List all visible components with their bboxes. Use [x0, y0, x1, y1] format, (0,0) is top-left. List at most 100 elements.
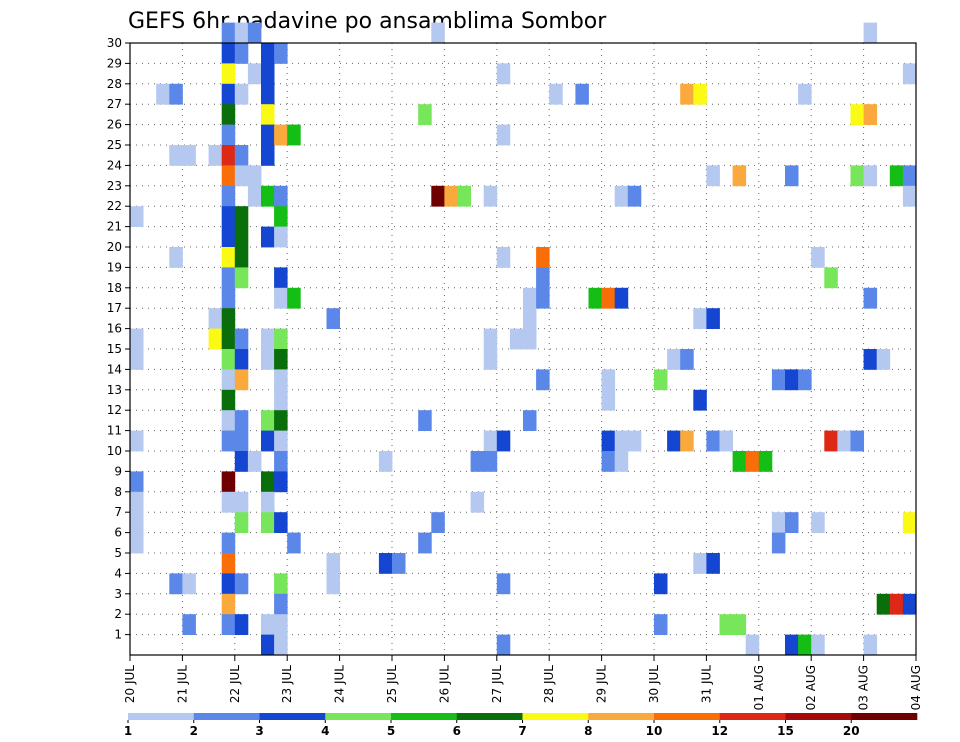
heatmap-cell: [234, 410, 249, 431]
heatmap-cell: [169, 247, 183, 268]
heatmap-cell: [208, 328, 223, 350]
heatmap-cell: [614, 185, 629, 207]
heatmap-cell: [536, 267, 550, 289]
colorbar-swatch: [522, 713, 589, 720]
heatmap-cell: [392, 553, 406, 574]
colorbar-swatch: [654, 713, 721, 720]
heatmap-cell: [745, 634, 760, 656]
colorbar-label: 10: [646, 724, 663, 738]
heatmap-cell: [274, 328, 288, 350]
heatmap-cell: [221, 83, 236, 105]
heatmap-cell: [261, 124, 275, 146]
heatmap-cell: [378, 451, 393, 472]
heatmap-cell: [680, 83, 694, 105]
heatmap-cell: [287, 532, 301, 554]
heatmap-cell: [234, 43, 249, 64]
x-tick-label: 21 JUL: [175, 665, 189, 703]
y-tick-label: 8: [114, 485, 122, 499]
heatmap-cell: [889, 593, 904, 615]
y-tick-label: 16: [107, 322, 122, 336]
heatmap-cell: [130, 491, 144, 513]
x-tick-label: 31 JUL: [699, 665, 713, 703]
y-tick-label: 20: [107, 240, 122, 254]
heatmap-cell: [523, 308, 537, 329]
heatmap-cell: [221, 145, 236, 166]
heatmap-cell: [902, 63, 917, 85]
heatmap-cell: [261, 83, 275, 105]
heatmap-cell: [274, 369, 288, 391]
heatmap-cell: [274, 614, 288, 635]
heatmap-cell: [221, 43, 236, 64]
heatmap-cell: [523, 410, 537, 431]
colorbar-label: 2: [190, 724, 198, 738]
colorbar-label: 20: [843, 724, 860, 738]
x-tick-label: 02 AUG: [804, 665, 818, 710]
heatmap-cell: [496, 430, 511, 452]
heatmap-cell: [902, 165, 917, 187]
heatmap-cell: [654, 573, 668, 595]
heatmap-cell: [221, 389, 236, 411]
heatmap-cell: [261, 471, 275, 493]
heatmap-cell: [523, 328, 537, 350]
heatmap-cell: [863, 165, 878, 187]
heatmap-cell: [863, 634, 878, 656]
heatmap-cell: [798, 83, 812, 105]
heatmap-cell: [130, 349, 144, 370]
heatmap-cell: [863, 349, 878, 370]
heatmap-cell: [326, 573, 340, 595]
heatmap-cell: [693, 553, 707, 574]
heatmap-cell: [876, 593, 891, 615]
heatmap-cell: [876, 349, 891, 370]
heatmap-cell: [706, 165, 720, 187]
heatmap-cell: [221, 593, 236, 615]
heatmap-cell: [771, 512, 786, 533]
heatmap-cell: [234, 491, 249, 513]
heatmap-cell: [378, 553, 393, 574]
heatmap-cell: [863, 104, 878, 125]
heatmap-cell: [130, 532, 144, 554]
heatmap-cell: [261, 634, 275, 656]
x-tick-label: 30 JUL: [647, 665, 661, 703]
heatmap-cell: [221, 287, 236, 309]
heatmap-cell: [234, 83, 249, 105]
heatmap-cell: [221, 491, 236, 513]
heatmap-cell: [182, 145, 196, 166]
heatmap-cell: [654, 614, 668, 635]
heatmap-cell: [627, 185, 642, 207]
colorbar-label: 5: [387, 724, 395, 738]
heatmap-cell: [863, 287, 878, 309]
colorbar-swatch: [588, 713, 655, 720]
y-tick-label: 10: [107, 444, 122, 458]
x-tick-label: 27 JUL: [490, 665, 504, 703]
heatmap-cell: [208, 145, 223, 166]
heatmap-cell: [824, 267, 838, 289]
y-tick-label: 7: [114, 505, 122, 519]
heatmap-cell: [483, 430, 498, 452]
heatmap-cell: [221, 22, 236, 44]
colorbar-swatch: [851, 713, 918, 720]
y-axis: 1234567891011121314151617181920212223242…: [107, 36, 130, 642]
heatmap-cell: [483, 328, 498, 350]
colorbar-swatch: [719, 713, 786, 720]
heatmap-cell: [274, 430, 288, 452]
y-tick-label: 22: [107, 199, 122, 213]
y-tick-label: 23: [107, 179, 122, 193]
heatmap-cell: [234, 22, 249, 44]
heatmap-cell: [601, 389, 616, 411]
heatmap-cell: [771, 532, 786, 554]
heatmap-cell: [614, 287, 629, 309]
heatmap-cell: [274, 389, 288, 411]
heatmap-cell: [274, 206, 288, 227]
y-tick-label: 18: [107, 281, 122, 295]
heatmap-cell: [654, 369, 668, 391]
x-tick-label: 28 JUL: [542, 665, 556, 703]
heatmap-cell: [785, 634, 799, 656]
heatmap-cell: [234, 614, 249, 635]
heatmap-cell: [601, 451, 616, 472]
heatmap-cell: [221, 247, 236, 268]
heatmap-cell: [261, 185, 275, 207]
heatmap-cell: [234, 145, 249, 166]
y-tick-label: 5: [114, 546, 122, 560]
heatmap-cell: [234, 247, 249, 268]
